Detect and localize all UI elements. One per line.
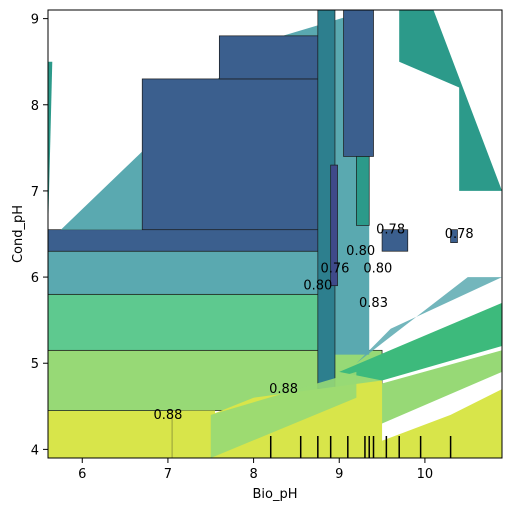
y-tick-label-0: 4 (31, 443, 39, 458)
contour-label-5: 0.80 (363, 261, 392, 276)
region-central-block (141, 78, 319, 231)
contour-label-4: 0.80 (346, 244, 375, 259)
region-left-sliver (48, 61, 53, 234)
contour-label-7: 0.78 (445, 227, 474, 242)
rug-marks (269, 436, 452, 458)
region-column-dark (330, 164, 338, 287)
region-bottom-yellow-a (172, 410, 216, 458)
contour-label-2: 0.80 (303, 279, 332, 294)
region-band-blue (48, 229, 323, 252)
region-band-teal (48, 250, 323, 295)
contour-label-1: 0.88 (269, 382, 298, 397)
region-band-green (48, 293, 323, 351)
region-column-mid (343, 10, 374, 157)
y-tick-label-4: 8 (31, 99, 39, 114)
contour-labels: 0.880.880.800.760.800.800.78 0.780.83 (153, 223, 473, 423)
y-axis-ticks: 4 5 6 7 8 9 (31, 13, 48, 458)
x-tick-label-4: 10 (417, 467, 434, 482)
region-wedge-green (339, 302, 502, 381)
plot-area (48, 10, 502, 458)
x-tick-label-3: 9 (335, 467, 343, 482)
x-axis-label: Bio_pH (252, 487, 297, 502)
contour-label-8: 0.83 (359, 296, 388, 311)
y-tick-label-2: 6 (31, 271, 39, 286)
contour-label-0: 0.88 (153, 408, 182, 423)
region-wedge-yellow-right (382, 389, 502, 458)
x-tick-label-2: 8 (249, 467, 257, 482)
y-tick-label-1: 5 (31, 357, 39, 372)
region-right-dot (450, 229, 458, 243)
region-column-right (356, 156, 370, 226)
region-bottom-diag (210, 371, 357, 458)
region-right-patch (381, 229, 409, 252)
y-tick-label-3: 7 (31, 185, 39, 200)
x-axis-ticks: 6 7 8 9 10 (78, 458, 433, 482)
y-tick-label-5: 9 (31, 13, 39, 28)
contour-label-3: 0.76 (320, 261, 349, 276)
x-tick-label-1: 7 (164, 467, 172, 482)
region-band-yellow (48, 410, 173, 458)
region-right-strip (399, 10, 502, 191)
plot-frame (47, 9, 503, 459)
region-central-top (218, 35, 319, 80)
x-tick-label-0: 6 (78, 467, 86, 482)
contour-label-6: 0.78 (376, 223, 405, 238)
contour-regions (48, 10, 502, 458)
y-axis-label: Cond_pH (11, 205, 26, 263)
